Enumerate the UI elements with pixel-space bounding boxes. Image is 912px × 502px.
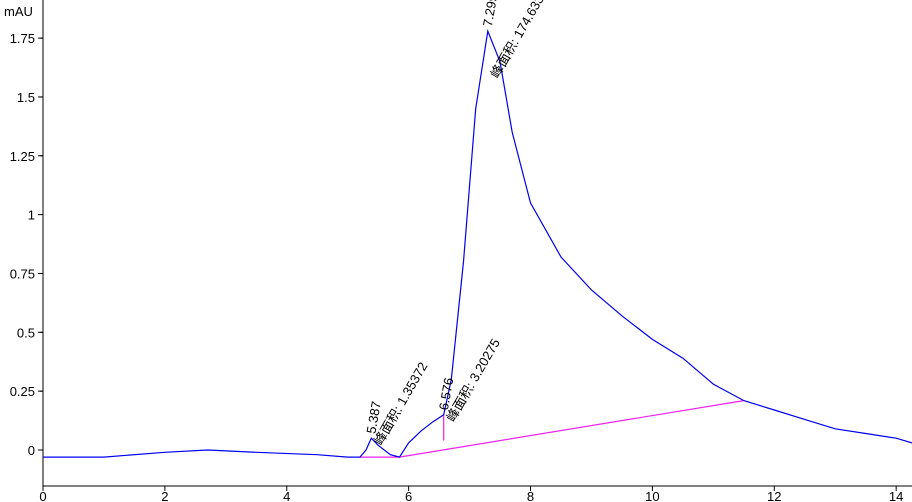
y-tick-label: 0.75 xyxy=(10,266,35,281)
y-tick-label: 1.5 xyxy=(17,90,35,105)
x-tick-label: 10 xyxy=(645,489,659,502)
x-tick-label: 6 xyxy=(405,489,412,502)
peak-time-label: 6.576 xyxy=(436,377,456,412)
y-tick-label: 0 xyxy=(28,443,35,458)
y-axis-label: mAU xyxy=(4,4,33,19)
peak-time-label: 5.387 xyxy=(363,400,383,435)
x-tick-label: 14 xyxy=(889,489,903,502)
x-tick-label: 8 xyxy=(527,489,534,502)
x-tick-label: 4 xyxy=(283,489,290,502)
y-tick-label: 1 xyxy=(28,208,35,223)
y-tick-label: 1.75 xyxy=(10,31,35,46)
y-tick-label: 0.25 xyxy=(10,384,35,399)
y-tick-label: 1.25 xyxy=(10,149,35,164)
x-tick-label: 2 xyxy=(161,489,168,502)
y-tick-label: 0.5 xyxy=(17,325,35,340)
peak-time-label: 7.299 xyxy=(480,0,500,28)
chromatogram-line xyxy=(43,28,912,458)
baseline xyxy=(399,400,744,458)
x-tick-label: 0 xyxy=(39,489,46,502)
x-tick-label: 12 xyxy=(767,489,781,502)
